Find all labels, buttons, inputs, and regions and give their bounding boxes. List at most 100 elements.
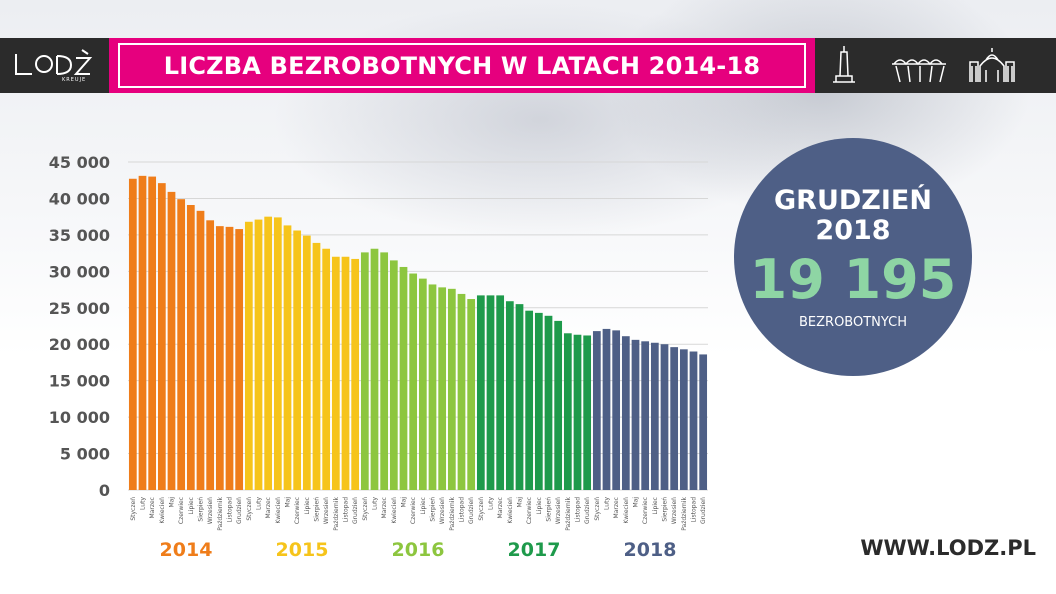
- month-label: Maj: [169, 497, 176, 508]
- month-label: Grudzień: [584, 497, 591, 524]
- bar-2018-12: [699, 354, 708, 490]
- logo-subtext: KREUJE: [62, 77, 87, 83]
- x-axis-year-labels: 2014 2015 2016 2017 2018: [160, 539, 677, 561]
- bar-2017-5: [515, 304, 524, 490]
- bar-2016-5: [399, 266, 408, 490]
- bar-2015-9: [322, 248, 331, 490]
- month-label: Sierpień: [314, 497, 321, 522]
- bar-2016-10: [447, 288, 456, 490]
- month-label: Listopad: [343, 497, 350, 523]
- month-label: Luty: [372, 497, 379, 510]
- month-label: Maj: [285, 497, 292, 508]
- bar-2016-12: [467, 299, 476, 490]
- bar-2014-9: [206, 220, 215, 491]
- month-label: Grudzień: [468, 497, 475, 524]
- chart-gridlines: [128, 161, 708, 491]
- month-label: Sierpień: [662, 497, 669, 522]
- year-label-2014: 2014: [160, 539, 213, 561]
- month-label: Luty: [256, 497, 263, 510]
- month-label: Wrzesień: [323, 497, 330, 524]
- month-label: Grudzień: [352, 497, 359, 524]
- month-label: Marzec: [497, 497, 504, 518]
- month-label: Kwiecień: [623, 497, 630, 524]
- year-label-2016: 2016: [392, 539, 445, 561]
- bar-2018-2: [602, 328, 611, 490]
- year-label-2015: 2015: [276, 539, 329, 561]
- bar-2014-10: [215, 226, 224, 491]
- x-axis-month-labels: Styczeń Luty Marzec Kwiecień Maj Czerwiec Lipi…: [130, 496, 707, 530]
- bar-2018-1: [592, 331, 601, 490]
- bar-2018-8: [660, 344, 669, 490]
- y-tick-label: 15 000: [49, 372, 110, 391]
- month-label: Marzec: [613, 497, 620, 518]
- month-label: Wrzesień: [555, 497, 562, 524]
- month-label: Czerwiec: [526, 497, 533, 524]
- y-tick-label: 35 000: [49, 226, 110, 245]
- month-label: Wrzesień: [439, 497, 446, 524]
- bar-2018-6: [641, 341, 650, 490]
- bar-2018-7: [650, 342, 659, 490]
- bar-2014-3: [148, 176, 157, 491]
- month-label: Kwiecień: [159, 497, 166, 524]
- bar-2015-4: [273, 217, 282, 490]
- month-label: Styczeń: [594, 497, 601, 521]
- landmark-icons: [820, 40, 1056, 90]
- palace-gate-icon: [969, 48, 1015, 82]
- bar-2016-2: [370, 248, 379, 490]
- bar-2018-11: [689, 351, 698, 490]
- highlight-label: BEZROBOTNYCH: [799, 315, 907, 330]
- bar-2015-2: [254, 219, 263, 491]
- month-label: Maj: [517, 497, 524, 508]
- month-label: Listopad: [227, 497, 234, 523]
- page-title: LICZBA BEZROBOTNYCH W LATACH 2014-18: [118, 43, 806, 88]
- month-label: Marzec: [381, 497, 388, 518]
- bar-2014-8: [196, 210, 205, 490]
- lodz-logo-mark: [15, 49, 93, 75]
- bar-2017-1: [476, 295, 485, 490]
- bar-2015-8: [312, 242, 321, 490]
- website-link[interactable]: WWW.LODZ.PL: [860, 536, 1036, 560]
- bar-2017-10: [563, 333, 572, 490]
- month-label: Sierpień: [198, 497, 205, 522]
- y-tick-label: 5 000: [60, 445, 110, 464]
- bar-2015-1: [244, 221, 253, 490]
- y-tick-label: 25 000: [49, 299, 110, 318]
- title-background: [109, 38, 815, 93]
- bar-2014-7: [186, 205, 195, 490]
- bar-2017-11: [573, 334, 582, 490]
- month-label: Czerwiec: [178, 497, 185, 524]
- month-label: Lipiec: [420, 497, 427, 514]
- month-label: Luty: [604, 497, 611, 510]
- lodz-logo: KREUJE: [8, 42, 104, 88]
- y-tick-label: 45 000: [49, 153, 110, 172]
- bar-2015-7: [302, 235, 311, 490]
- bar-2016-6: [409, 273, 418, 490]
- month-label: Listopad: [459, 497, 466, 523]
- month-label: Czerwiec: [294, 497, 301, 524]
- bar-2015-5: [283, 225, 292, 490]
- month-label: Maj: [401, 497, 408, 508]
- bar-2018-3: [612, 330, 621, 490]
- month-label: Czerwiec: [410, 497, 417, 524]
- bar-2016-1: [360, 252, 369, 490]
- month-label: Kwiecień: [391, 497, 398, 524]
- month-label: Kwiecień: [507, 497, 514, 524]
- month-label: Lipiec: [652, 497, 659, 514]
- month-label: Styczeń: [478, 497, 485, 521]
- month-label: Styczeń: [130, 497, 137, 521]
- monument-icon: [833, 46, 855, 83]
- bar-2017-2: [486, 295, 495, 490]
- bar-2014-2: [138, 175, 147, 491]
- bar-2015-11: [341, 256, 350, 490]
- bar-2014-12: [235, 229, 244, 490]
- month-label: Listopad: [575, 497, 582, 523]
- bar-2017-12: [583, 335, 592, 490]
- bar-2016-11: [457, 293, 466, 490]
- bar-2017-4: [505, 301, 514, 490]
- highlight-circle: GRUDZIEŃ 2018 19 195 BEZROBOTNYCH: [734, 138, 972, 376]
- bar-2016-4: [389, 260, 398, 490]
- month-label: Maj: [633, 497, 640, 508]
- bar-2018-10: [679, 349, 688, 490]
- bar-2016-7: [418, 278, 427, 490]
